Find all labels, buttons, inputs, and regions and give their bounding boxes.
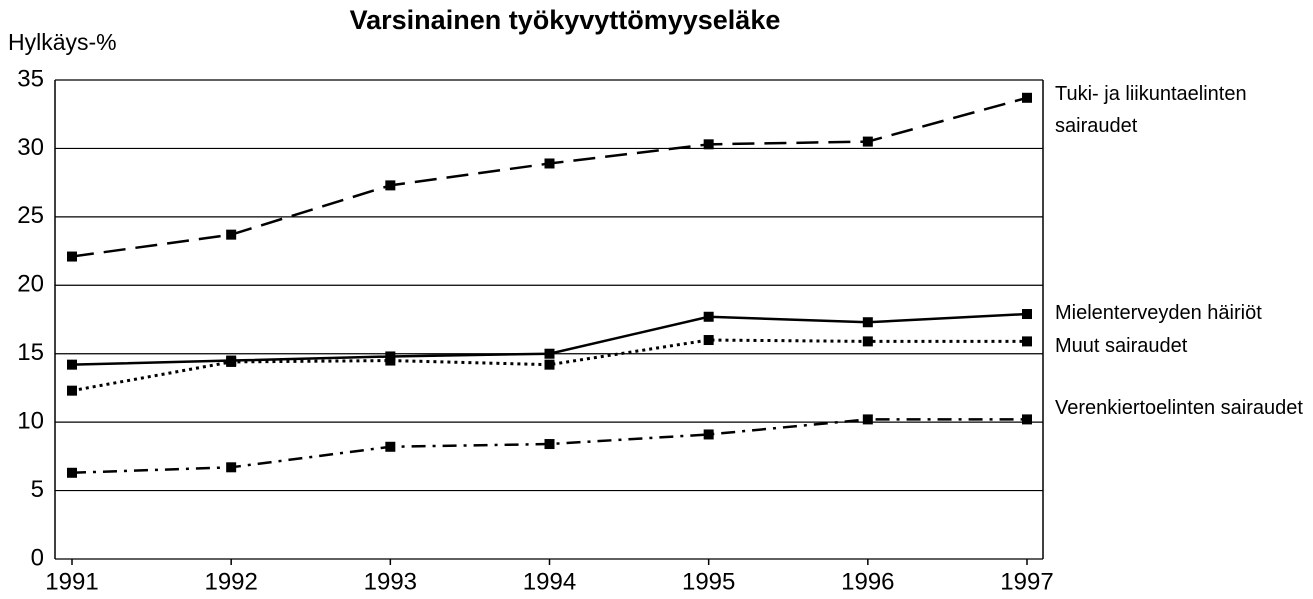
marker bbox=[1022, 336, 1032, 347]
marker bbox=[1022, 92, 1032, 103]
marker bbox=[544, 348, 555, 359]
marker bbox=[1022, 414, 1032, 425]
y-tick-label: 0 bbox=[31, 544, 44, 571]
y-tick-label: 35 bbox=[17, 65, 44, 92]
marker bbox=[385, 180, 396, 191]
y-axis-title: Hylkäys-% bbox=[8, 29, 117, 55]
marker bbox=[226, 229, 237, 240]
marker bbox=[862, 336, 873, 347]
marker bbox=[67, 467, 77, 478]
marker bbox=[67, 359, 77, 370]
marker bbox=[544, 439, 555, 450]
marker bbox=[226, 356, 237, 367]
marker bbox=[67, 385, 77, 396]
marker bbox=[862, 136, 873, 147]
legend-label: Tuki- ja liikuntaelinten sairaudet bbox=[1055, 83, 1247, 137]
legend-label: Verenkiertoelinten sairaudet bbox=[1055, 397, 1303, 419]
y-tick-label: 25 bbox=[17, 202, 44, 229]
marker bbox=[1022, 309, 1032, 320]
marker bbox=[226, 462, 237, 473]
y-tick-label: 10 bbox=[17, 407, 44, 434]
x-tick-label: 1996 bbox=[841, 568, 894, 595]
marker bbox=[544, 158, 555, 169]
marker bbox=[544, 359, 555, 370]
x-tick-label: 1994 bbox=[523, 568, 576, 595]
legend-label: Muut sairaudet bbox=[1055, 335, 1188, 357]
marker bbox=[385, 355, 396, 366]
line bbox=[71, 96, 1028, 258]
legend-label: Mielenterveyden häiriöt bbox=[1055, 302, 1262, 324]
marker bbox=[703, 311, 714, 322]
y-tick-label: 15 bbox=[17, 339, 44, 366]
marker bbox=[862, 414, 873, 425]
x-tick-label: 1993 bbox=[364, 568, 417, 595]
marker bbox=[385, 441, 396, 452]
chart-title: Varsinainen työkyvyttömyyseläke bbox=[350, 5, 781, 35]
marker bbox=[703, 335, 714, 346]
y-tick-label: 5 bbox=[31, 476, 44, 503]
marker bbox=[862, 317, 873, 328]
y-tick-label: 20 bbox=[17, 271, 44, 298]
x-tick-label: 1991 bbox=[45, 568, 98, 595]
x-tick-label: 1997 bbox=[1000, 568, 1053, 595]
marker bbox=[703, 139, 714, 150]
marker bbox=[67, 251, 77, 262]
y-tick-label: 30 bbox=[17, 134, 44, 161]
marker bbox=[703, 429, 714, 440]
x-tick-label: 1995 bbox=[682, 568, 735, 595]
x-tick-label: 1992 bbox=[204, 568, 257, 595]
